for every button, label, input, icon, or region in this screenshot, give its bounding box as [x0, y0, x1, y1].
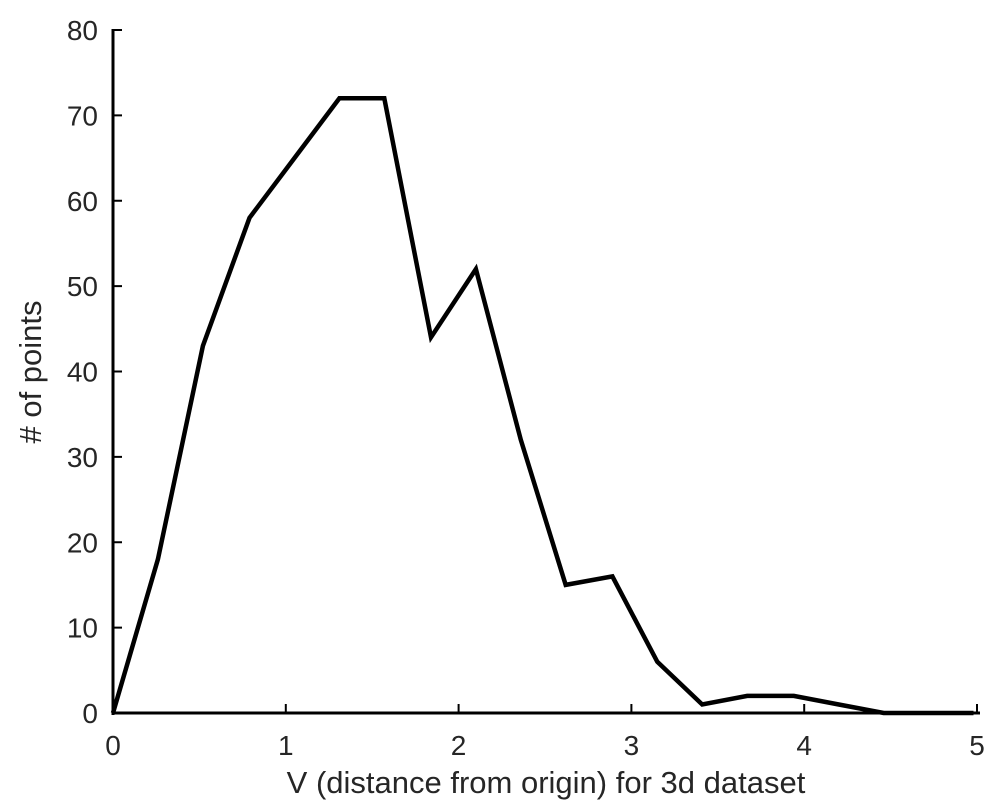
y-tick-label: 60	[67, 186, 98, 217]
x-axis-ticks: 0 1 2 3 4 5	[105, 704, 985, 761]
y-tick-label: 20	[67, 527, 98, 558]
y-tick-label: 0	[82, 698, 98, 729]
y-tick-label: 40	[67, 357, 98, 388]
series-line	[110, 96, 974, 716]
plot-area	[110, 96, 974, 716]
x-tick-label: 2	[451, 730, 467, 761]
x-tick-label: 5	[969, 730, 985, 761]
x-tick-label: 0	[105, 730, 121, 761]
y-tick-label: 70	[67, 100, 98, 131]
y-tick-label: 50	[67, 271, 98, 302]
x-axis-title: V (distance from origin) for 3d dataset	[287, 765, 806, 800]
y-axis-title: # of points	[13, 300, 48, 443]
y-tick-label: 10	[67, 613, 98, 644]
y-tick-label: 30	[67, 442, 98, 473]
x-tick-label: 1	[278, 730, 294, 761]
x-tick-label: 4	[796, 730, 812, 761]
y-axis-ticks: 0 10 20 30 40 50 60 70 80	[67, 15, 122, 729]
y-tick-label: 80	[67, 15, 98, 46]
x-tick-label: 3	[624, 730, 640, 761]
